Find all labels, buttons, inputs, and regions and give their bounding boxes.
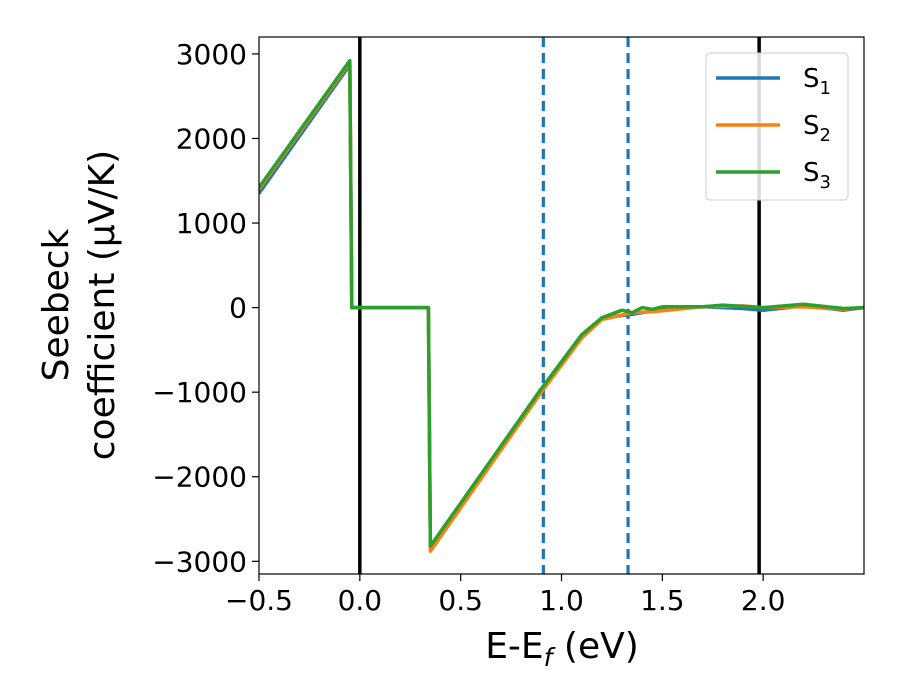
y-tick-label-2: 1000 — [176, 207, 247, 240]
y-tick-label-1: 2000 — [176, 122, 247, 155]
y-axis-label: Seebeck coefficient (μV/K) — [36, 150, 123, 460]
y-tick-label-6: −3000 — [152, 545, 247, 578]
legend-label-3: S3 — [803, 158, 831, 193]
series-line-3 — [259, 58, 864, 548]
x-tick-label-1: 0.0 — [338, 584, 383, 617]
series-lines — [259, 58, 864, 553]
x-tick-label-0: −0.5 — [225, 584, 293, 617]
y-axis-ticks: 3000 2000 1000 0 −1000 −2000 −3000 — [152, 38, 259, 578]
legend-label-2: S2 — [803, 111, 831, 146]
x-tick-label-3: 1.0 — [539, 584, 584, 617]
y-tick-label-0: 3000 — [176, 38, 247, 71]
y-tick-label-5: −2000 — [152, 461, 247, 494]
x-axis-ticks: −0.5 0.0 0.5 1.0 1.5 2.0 — [225, 574, 785, 617]
y-tick-label-4: −1000 — [152, 376, 247, 409]
legend-label-1: S1 — [803, 64, 831, 99]
x-tick-label-4: 1.5 — [640, 584, 685, 617]
x-tick-label-5: 2.0 — [741, 584, 786, 617]
legend: S1 S2 S3 — [705, 52, 849, 201]
y-tick-label-3: 0 — [229, 292, 247, 325]
x-tick-label-2: 0.5 — [438, 584, 483, 617]
y-axis-label-line2: coefficient (μV/K) — [82, 150, 123, 460]
x-axis-label: E-Ef (eV) — [485, 626, 639, 672]
y-axis-label-line1: Seebeck — [36, 228, 77, 381]
